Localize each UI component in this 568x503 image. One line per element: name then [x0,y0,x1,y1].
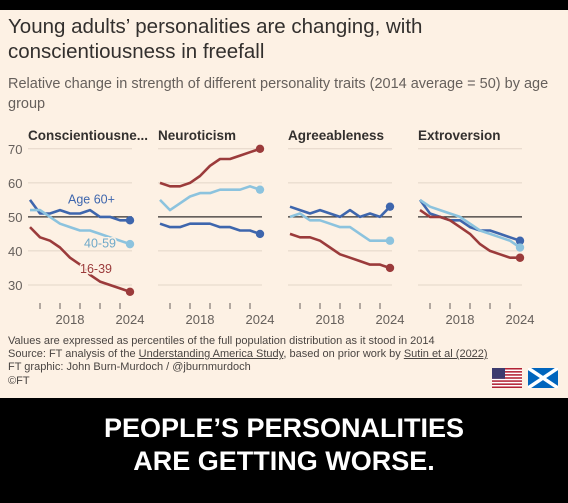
y-tick-label: 30 [8,278,22,293]
x-tick-label: 2024 [376,312,405,327]
panel-title: Conscientiousne... [28,128,148,143]
y-tick-label: 50 [8,210,22,225]
series-line [159,147,261,188]
series-end-marker [255,144,265,154]
panel-title: Extroversion [418,128,501,143]
us-flag-icon [492,368,522,388]
series-line [29,226,131,294]
series-line [419,209,520,259]
small-multiples-chart: 30 40 50 60 70 Conscientiousne... 2018 2024 Neur… [8,128,535,327]
chart-notes: Values are expressed as percentiles of t… [8,335,548,388]
series-end-marker [385,263,395,273]
panel-title: Agreeableness [288,128,384,143]
series-end-marker [255,229,265,239]
series-end-marker [125,239,135,249]
x-tick-label: 2024 [246,312,275,327]
chart-title: Young adults’ personalities are changing… [8,15,423,63]
caption-line-1: PEOPLE’S PERSONALITIES [103,413,465,443]
series-label: Age 60+ [68,192,115,206]
caption-line-2: ARE GETTING WORSE. [133,446,435,476]
x-tick-label: 2018 [316,312,345,327]
series-line [289,212,390,242]
y-tick-label: 40 [8,244,22,259]
notes-copyright: ©FT [8,374,30,387]
series-label: 40-59 [84,237,116,251]
meme-caption: PEOPLE’S PERSONALITIES ARE GETTING WORSE… [0,412,568,478]
series-end-marker [515,236,525,245]
series-line [159,185,261,212]
series-label: 16-39 [80,262,112,276]
series-line [159,222,261,236]
series-end-marker [255,185,265,194]
series-end-marker [385,202,395,211]
series-end-marker [125,287,135,296]
source-link-sutin[interactable]: Sutin et al (2022) [403,348,488,361]
notes-credit: FT graphic: John Burn-Murdoch / @jburnmu… [8,361,251,374]
series-end-marker [515,243,525,252]
chart-subtitle: Relative change in strength of different… [8,76,549,112]
source-prefix: Source: FT analysis of the [8,348,139,361]
series-line [289,205,391,219]
x-tick-label: 2024 [506,312,535,327]
source-link-uas[interactable]: Understanding America Study [138,348,284,361]
chart-card: Young adults’ personalities are changing… [0,10,568,398]
source-mid: , based on prior work by [283,348,404,361]
series-line [419,198,521,249]
series-line [289,232,391,270]
x-tick-label: 2018 [446,312,475,327]
series-end-marker [125,216,135,225]
series-line [30,208,131,246]
x-tick-label: 2018 [186,312,215,327]
series-end-marker [515,253,525,262]
notes-source: Source: FT analysis of the Understanding… [8,348,548,361]
scotland-flag-icon [528,368,558,388]
x-tick-label: 2024 [116,312,145,327]
y-tick-label: 70 [8,142,22,157]
notes-methodology: Values are expressed as percentiles of t… [8,335,435,347]
panel-title: Neuroticism [158,128,236,143]
series-end-marker [385,236,395,245]
y-tick-label: 60 [8,176,22,191]
x-tick-label: 2018 [56,312,85,327]
